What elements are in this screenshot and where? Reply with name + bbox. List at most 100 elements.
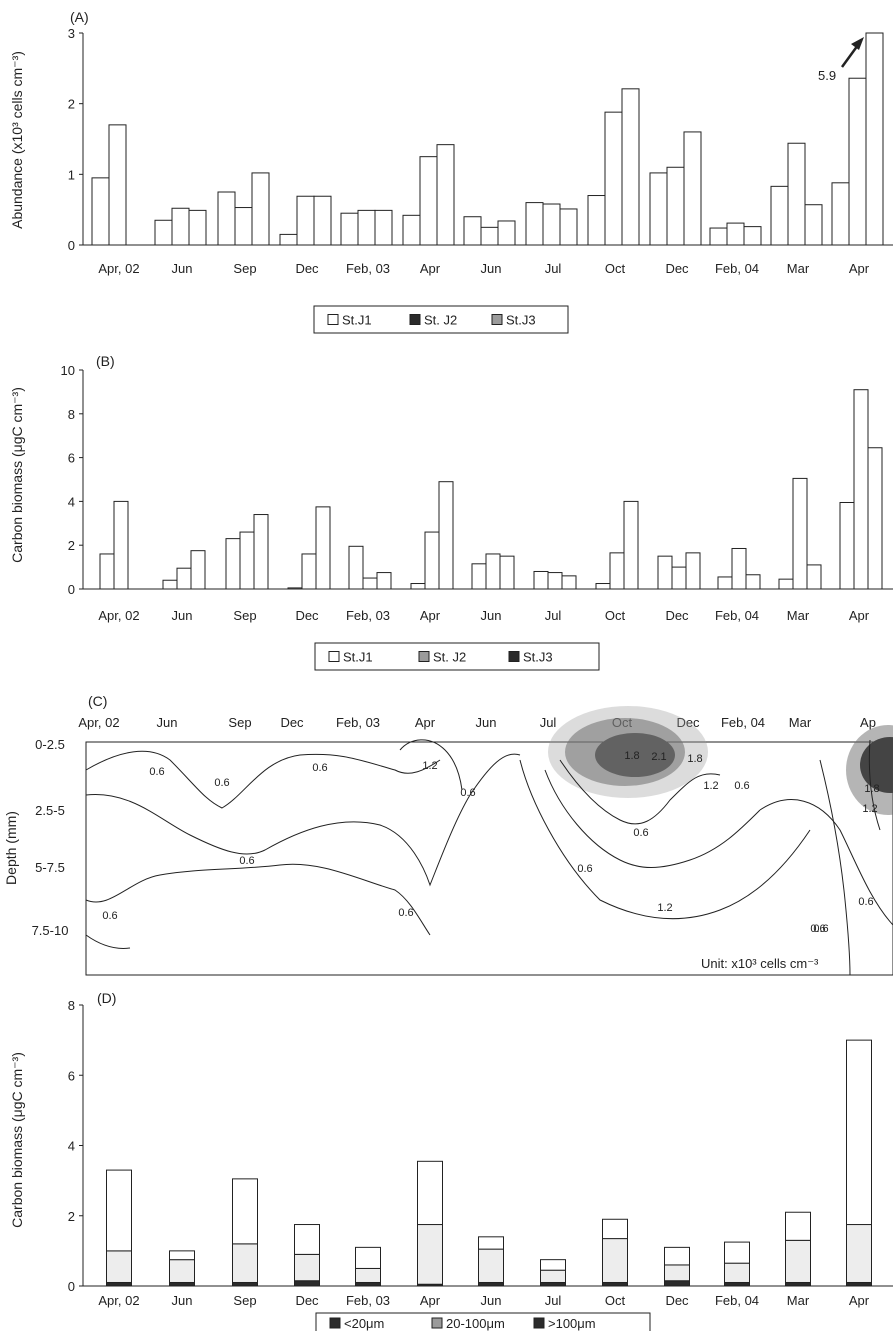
contour-label: 0.6: [858, 896, 873, 908]
contour-fill-halo: [565, 718, 685, 786]
bar-d-2: [294, 1253, 320, 1282]
legend-swatch: [431, 1317, 443, 1329]
bar-a-1: [649, 172, 668, 246]
bar-b-3: [745, 574, 761, 590]
contour-label: 0.6: [398, 907, 413, 919]
y-tick-label: 6: [68, 451, 75, 466]
bar-a-1: [154, 219, 173, 246]
bar-d-1: [664, 1246, 690, 1266]
x-tick-label: Feb, 03: [346, 608, 390, 623]
bar-a-2: [357, 209, 376, 246]
y-tick-label: 4: [68, 1139, 75, 1154]
x-tick-label: Jun: [157, 715, 178, 730]
bar-d-1: [785, 1211, 811, 1241]
y-tick-label: 5-7.5: [35, 860, 65, 875]
x-tick-label: Mar: [787, 608, 810, 623]
panel-label-a: (A): [70, 9, 89, 25]
x-tick-label: Feb, 03: [346, 261, 390, 276]
bar-d-1: [478, 1236, 504, 1250]
x-tick-label: Dec: [676, 715, 700, 730]
x-tick-label: Jul: [545, 1293, 562, 1308]
panel-label-b: (B): [96, 353, 115, 369]
contour-label: 1.2: [657, 902, 672, 914]
x-tick-label: Oct: [605, 261, 626, 276]
bar-a-1: [831, 182, 850, 246]
unit-label: Unit: x10³ cells cm⁻³: [701, 956, 819, 971]
y-axis-label: Depth (mm): [3, 811, 19, 885]
x-tick-label: Dec: [665, 1293, 689, 1308]
bar-b-2: [362, 577, 378, 590]
y-tick-label: 4: [68, 494, 75, 509]
legend-label: St.J1: [343, 650, 373, 665]
bar-d-3: [106, 1281, 132, 1287]
bar-a-1: [91, 177, 110, 246]
bar-a-2: [604, 111, 623, 246]
bar-b-2: [485, 553, 501, 590]
annotation-label: 5.9: [818, 68, 836, 83]
x-tick-label: Jun: [172, 261, 193, 276]
contour-label: 0.6: [577, 863, 592, 875]
contour-label: 0.6: [734, 780, 749, 792]
bar-a-1: [340, 212, 359, 246]
bar-b-3: [315, 506, 331, 590]
bar-b-3: [499, 555, 515, 590]
y-tick-label: 8: [68, 998, 75, 1013]
x-tick-label: Dec: [295, 1293, 319, 1308]
bar-b-1: [348, 545, 364, 590]
bar-d-1: [232, 1178, 258, 1245]
y-tick-label: 10: [61, 363, 75, 378]
x-tick-label: Dec: [295, 261, 319, 276]
x-tick-label: Mar: [787, 1293, 810, 1308]
contour-label: 0.6: [149, 766, 164, 778]
x-tick-label: Apr: [415, 715, 436, 730]
legend-label: >100μm: [548, 1316, 596, 1331]
bar-a-1: [709, 227, 728, 246]
bar-d-1: [724, 1241, 750, 1264]
contour-label: 2.1: [651, 751, 666, 763]
bar-a-3: [313, 195, 332, 246]
x-tick-label: Jul: [545, 261, 562, 276]
y-tick-label: 2.5-5: [35, 803, 65, 818]
contour-label: 1.2: [862, 803, 877, 815]
bar-b-1: [533, 570, 549, 590]
contour-line: [399, 739, 463, 791]
y-tick-label: 6: [68, 1068, 75, 1083]
bar-a-1: [525, 202, 544, 246]
bar-b-2: [792, 477, 808, 590]
y-tick-label: 2: [68, 538, 75, 553]
bar-b-2: [176, 567, 192, 590]
y-tick-label: 0: [68, 582, 75, 597]
bar-a-2: [480, 226, 499, 246]
bar-a-1: [587, 195, 606, 246]
bar-d-3: [602, 1281, 628, 1287]
annotation-arrow: [840, 44, 860, 68]
bar-d-2: [232, 1243, 258, 1283]
x-tick-label: Sep: [233, 608, 256, 623]
contour-label: 1.8: [624, 750, 639, 762]
bar-b-3: [376, 572, 392, 590]
bar-a-3: [188, 209, 207, 246]
legend-label: <20μm: [344, 1316, 384, 1331]
legend-label: St.J1: [342, 313, 372, 328]
bar-b-1: [717, 576, 733, 590]
contour-label: 0.6: [214, 777, 229, 789]
x-tick-label: Jun: [172, 1293, 193, 1308]
bar-a-3: [621, 88, 640, 246]
bar-a-1: [770, 185, 789, 246]
bar-a-2: [419, 156, 438, 246]
bar-d-1: [846, 1039, 872, 1226]
bar-a-1: [402, 214, 421, 246]
y-tick-label: 2: [68, 1209, 75, 1224]
bar-b-2: [424, 531, 440, 590]
x-tick-label: Apr, 02: [98, 608, 139, 623]
contour-line: [85, 753, 521, 887]
bar-a-2: [848, 77, 867, 246]
x-tick-label: Apr: [420, 261, 441, 276]
bar-b-2: [671, 566, 687, 590]
x-tick-label: Apr: [849, 608, 870, 623]
legend-label: St. J2: [433, 650, 466, 665]
bar-b-2: [547, 572, 563, 590]
bar-b-1: [410, 583, 426, 590]
legend-box: [314, 642, 600, 671]
x-tick-label: Apr, 02: [98, 1293, 139, 1308]
